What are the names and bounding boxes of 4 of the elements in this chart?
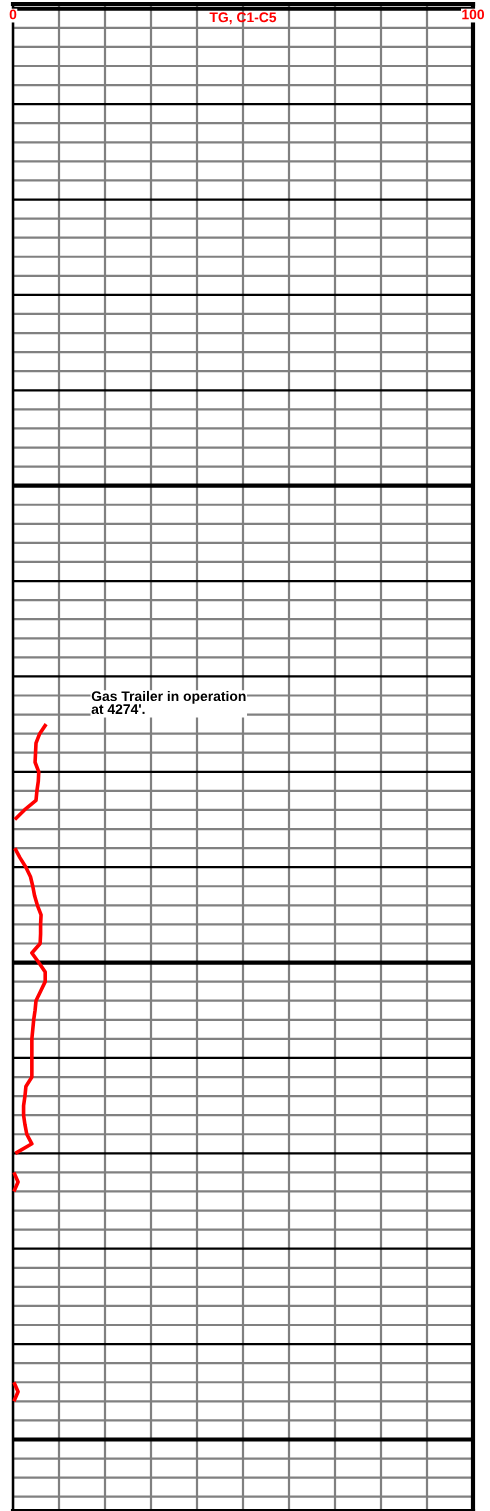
x-tick-label: 0 <box>9 9 17 20</box>
annotation: Gas Trailer in operation at 4274'. <box>91 690 246 715</box>
x-tick-label: 100 <box>462 9 485 20</box>
x-axis-title: TG, C1-C5 <box>209 12 277 25</box>
